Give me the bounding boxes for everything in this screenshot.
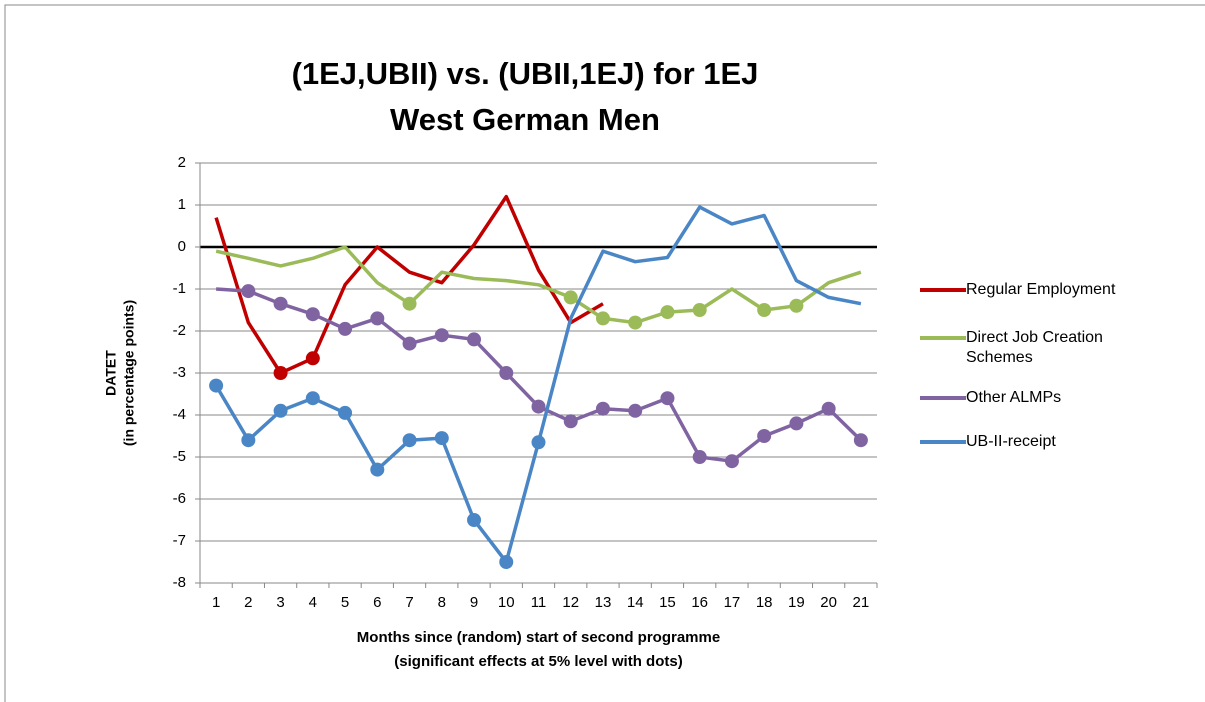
y-axis-label: DATET xyxy=(103,350,119,396)
data-point xyxy=(434,328,449,343)
data-point xyxy=(628,315,643,330)
data-point xyxy=(402,336,417,351)
legend-item: Other ALMPs xyxy=(920,388,1156,408)
legend-label: Regular Employment xyxy=(966,281,1116,298)
legend-label: Direct Job Creation Schemes xyxy=(966,329,1103,366)
x-tick-label: 7 xyxy=(405,594,413,611)
x-tick-label: 11 xyxy=(531,594,547,611)
data-point xyxy=(789,298,804,313)
chart-title: West German Men xyxy=(390,102,660,137)
y-axis-label: (in percentage points) xyxy=(121,300,137,446)
series-line xyxy=(215,245,862,325)
data-point xyxy=(402,296,417,311)
data-point xyxy=(757,429,772,443)
x-tick-label: 16 xyxy=(691,594,708,611)
legend-label: Other ALMPs xyxy=(966,389,1062,406)
y-tick-label: -2 xyxy=(173,322,186,339)
data-point xyxy=(273,366,288,380)
y-tick-label: 1 xyxy=(178,196,186,213)
chart-border xyxy=(4,4,1205,702)
data-point xyxy=(467,332,482,347)
y-tick-label: -4 xyxy=(173,406,186,423)
data-point xyxy=(821,401,836,416)
data-point xyxy=(563,414,578,429)
data-point xyxy=(789,416,804,431)
data-point xyxy=(692,450,707,464)
data-point xyxy=(757,303,772,317)
legend-item: Direct Job Creation Schemes xyxy=(920,328,1156,368)
x-tick-label: 12 xyxy=(562,594,579,611)
x-tick-label: 13 xyxy=(595,594,612,611)
legend-swatch xyxy=(920,288,966,292)
x-tick-label: 10 xyxy=(498,594,515,611)
data-point xyxy=(628,403,643,418)
y-tick-label: 0 xyxy=(178,238,186,255)
legend-swatch xyxy=(920,396,966,400)
legend-label: UB-II-receipt xyxy=(966,433,1056,450)
data-point xyxy=(563,290,578,305)
data-point xyxy=(370,462,385,477)
data-point xyxy=(241,433,256,448)
y-tick-label: -7 xyxy=(173,532,186,549)
data-point xyxy=(370,311,385,326)
x-tick-label: 1 xyxy=(212,594,220,611)
data-point xyxy=(692,303,707,317)
x-tick-label: 9 xyxy=(470,594,478,611)
data-point xyxy=(434,431,449,446)
data-point xyxy=(660,305,675,320)
x-tick-label: 21 xyxy=(853,594,870,611)
x-tick-label: 17 xyxy=(724,594,741,611)
y-tick-label: -6 xyxy=(173,490,186,507)
data-point xyxy=(531,435,546,450)
data-point xyxy=(305,307,320,322)
data-point xyxy=(499,366,514,380)
legend-swatch xyxy=(920,336,966,340)
data-point xyxy=(305,351,320,366)
data-point xyxy=(499,555,514,569)
x-tick-label: 3 xyxy=(276,594,284,611)
data-point xyxy=(338,405,353,420)
data-point xyxy=(724,454,739,469)
y-tick-label: -1 xyxy=(173,280,186,297)
data-point xyxy=(241,284,256,299)
x-tick-label: 4 xyxy=(309,594,317,611)
chart-title: (1EJ,UBII) vs. (UBII,1EJ) for 1EJ xyxy=(292,56,759,91)
data-point xyxy=(595,311,610,326)
x-axis-label: Months since (random) start of second pr… xyxy=(357,629,720,646)
y-tick-label: -5 xyxy=(173,448,186,465)
legend-item: Regular Employment xyxy=(920,280,1156,300)
x-tick-label: 5 xyxy=(341,594,349,611)
data-point xyxy=(660,391,675,406)
series-line xyxy=(214,205,862,564)
data-point xyxy=(595,401,610,416)
data-point xyxy=(273,403,288,418)
x-tick-label: 15 xyxy=(659,594,676,611)
x-tick-label: 18 xyxy=(756,594,773,611)
data-point xyxy=(209,378,224,393)
y-tick-label: -8 xyxy=(173,574,186,591)
data-point xyxy=(402,433,417,448)
y-tick-label: -3 xyxy=(173,364,186,381)
data-point xyxy=(305,391,320,406)
legend-item: UB-II-receipt xyxy=(920,432,1156,452)
x-tick-label: 6 xyxy=(373,594,381,611)
data-point xyxy=(273,296,288,311)
data-point xyxy=(531,399,546,414)
x-tick-label: 19 xyxy=(788,594,805,611)
x-tick-label: 8 xyxy=(438,594,446,611)
data-point xyxy=(853,433,868,448)
x-tick-label: 2 xyxy=(244,594,252,611)
data-point xyxy=(467,513,482,527)
x-axis-label: (significant effects at 5% level with do… xyxy=(394,653,682,670)
x-tick-label: 20 xyxy=(820,594,837,611)
y-tick-label: 2 xyxy=(178,154,186,171)
x-tick-label: 14 xyxy=(627,594,644,611)
legend-swatch xyxy=(920,440,966,444)
data-point xyxy=(338,321,353,336)
